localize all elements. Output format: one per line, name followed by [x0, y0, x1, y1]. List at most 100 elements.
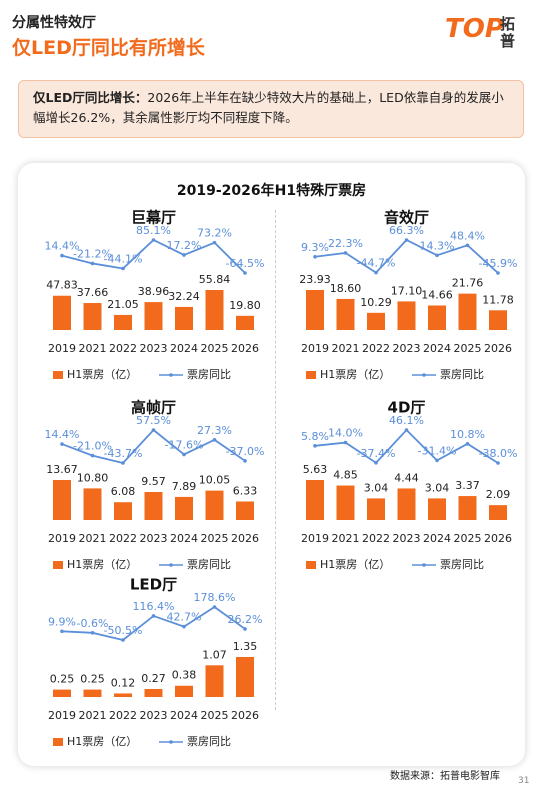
line-label: 22.3% — [328, 237, 363, 250]
line-point — [151, 428, 156, 432]
line-label: 26.2% — [228, 613, 263, 626]
line-label: 14.0% — [328, 427, 363, 440]
x-tick-label: 2021 — [79, 709, 107, 722]
line-point — [435, 253, 439, 258]
line-label: -44.7% — [357, 257, 396, 270]
legend-swatch — [306, 371, 316, 379]
legend-dot — [169, 373, 173, 377]
bar — [114, 314, 132, 330]
bar — [489, 310, 507, 330]
line-label: 85.1% — [136, 224, 171, 237]
line-label: 14.4% — [45, 428, 80, 441]
bar — [83, 689, 102, 697]
line-label: 14.3% — [420, 239, 455, 252]
bar — [458, 496, 477, 520]
line-label: 27.3% — [197, 424, 232, 437]
bar-label: 19.80 — [229, 299, 261, 312]
line-label: -64.5% — [226, 257, 265, 270]
line-point — [182, 452, 186, 457]
bar-label: 10.29 — [360, 296, 392, 309]
panel — [18, 163, 525, 766]
bar — [236, 315, 254, 330]
line-point — [496, 461, 500, 465]
line-point — [60, 442, 64, 446]
source: 数据来源：拓普电影智库 — [390, 771, 500, 782]
legend-label: 票房同比 — [440, 558, 484, 571]
bar — [397, 301, 416, 330]
bar — [144, 689, 163, 697]
bar — [336, 298, 355, 330]
callout-text: 2026年上半年在缺少特效大片的基础上，LED依靠自身的发展小幅增长26.2%，… — [33, 90, 504, 125]
legend-label: 票房同比 — [187, 735, 231, 748]
x-tick-label: 2019 — [48, 709, 76, 722]
x-tick-label: 2021 — [79, 342, 107, 355]
line-point — [60, 629, 64, 634]
bar — [367, 312, 385, 330]
line-point — [151, 238, 156, 242]
callout-label: 仅LED厅同比增长： — [33, 90, 148, 105]
line-point — [121, 638, 125, 642]
x-tick-label: 2022 — [362, 532, 390, 545]
bar-label: 0.12 — [111, 676, 136, 689]
line-label: 42.7% — [167, 611, 202, 624]
x-tick-label: 2024 — [170, 532, 198, 545]
bar-label: 17.10 — [391, 284, 423, 297]
x-tick-label: 2025 — [454, 532, 482, 545]
x-tick-label: 2022 — [109, 532, 137, 545]
line-point — [313, 254, 317, 259]
line-point — [435, 458, 439, 463]
line-point — [182, 253, 186, 257]
line-point — [90, 261, 95, 266]
line-point — [151, 614, 156, 618]
line-point — [374, 460, 378, 465]
x-tick-label: 2024 — [423, 532, 451, 545]
bar — [175, 685, 193, 697]
legend-swatch — [53, 371, 63, 379]
bar-label: 37.66 — [77, 286, 109, 299]
x-tick-label: 2025 — [201, 709, 229, 722]
legend-dot — [169, 740, 173, 744]
line-label: -37.0% — [226, 445, 265, 458]
line-point — [313, 444, 317, 448]
bar-label: 3.04 — [364, 481, 389, 494]
chart-title: 高帧厅 — [131, 399, 176, 417]
line-point — [121, 461, 125, 465]
bar — [397, 488, 416, 520]
line-label: -43.7% — [104, 447, 143, 460]
line-point — [496, 271, 500, 275]
bar-label: 6.08 — [111, 485, 136, 498]
legend-label: 票房同比 — [187, 368, 231, 381]
line-label: -44.1% — [104, 253, 143, 266]
line-label: -38.0% — [479, 447, 518, 460]
line-point — [343, 440, 348, 445]
line-label: 17.2% — [167, 239, 202, 252]
bar-label: 2.09 — [486, 488, 511, 501]
bar — [489, 505, 507, 520]
bar-label: 6.33 — [233, 484, 258, 497]
line-point — [182, 624, 186, 629]
legend-label: H1票房（亿） — [67, 558, 137, 571]
bar — [236, 501, 254, 520]
line-point — [374, 270, 378, 275]
line-label: 46.1% — [389, 414, 424, 427]
section: 分属性特效厅 — [12, 15, 96, 31]
x-tick-label: 2024 — [170, 342, 198, 355]
bar — [205, 665, 224, 697]
line-point — [212, 438, 217, 442]
bar — [114, 693, 132, 697]
legend-label: H1票房（亿） — [320, 558, 390, 571]
divider — [275, 210, 277, 710]
x-tick-label: 2022 — [362, 342, 390, 355]
x-tick-label: 2022 — [109, 342, 137, 355]
bar — [53, 295, 71, 330]
bar — [144, 302, 163, 330]
x-tick-label: 2021 — [332, 532, 360, 545]
bar — [428, 498, 446, 520]
bar — [306, 480, 324, 520]
bar-label: 1.07 — [202, 648, 227, 661]
bar-label: 18.60 — [330, 282, 362, 295]
x-tick-label: 2023 — [393, 532, 421, 545]
x-tick-label: 2023 — [140, 342, 168, 355]
bar-label: 38.96 — [138, 285, 170, 298]
